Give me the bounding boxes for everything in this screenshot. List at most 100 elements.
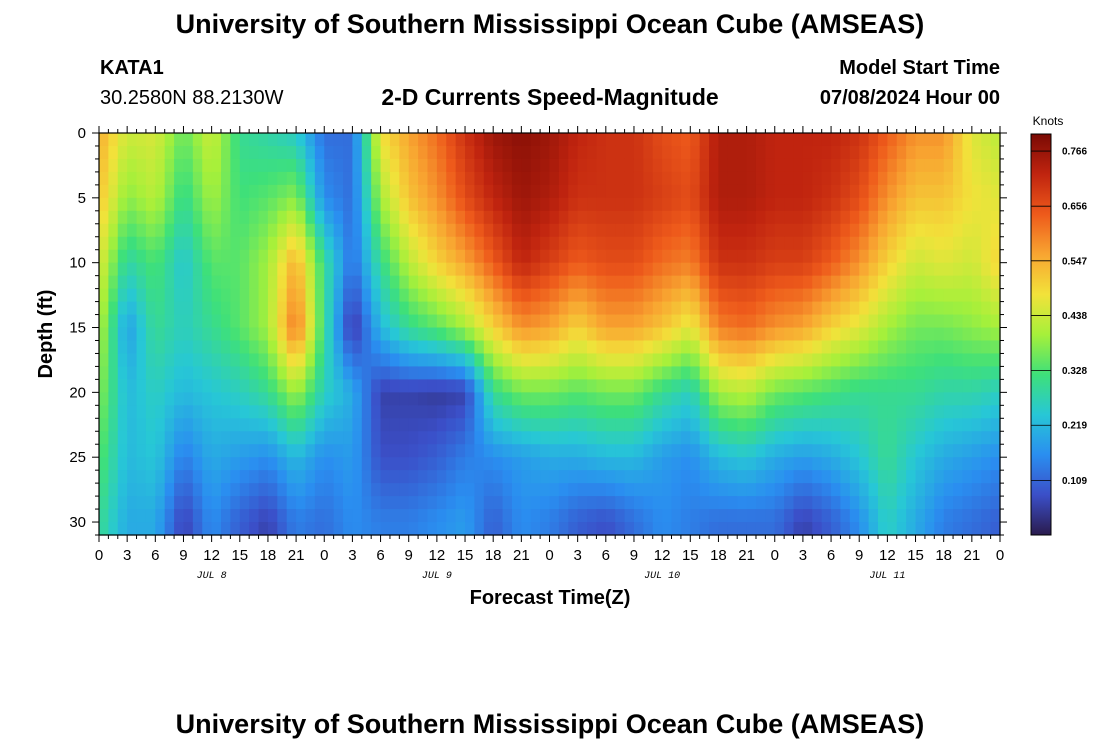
heatmap-cell xyxy=(352,184,363,199)
heatmap-cell xyxy=(868,418,879,432)
heatmap-cell xyxy=(230,483,241,497)
heatmap-cell xyxy=(277,470,288,484)
heatmap-cell xyxy=(737,171,748,186)
heatmap-cell xyxy=(155,496,166,510)
heatmap-cell xyxy=(399,431,410,445)
heatmap-cell xyxy=(145,379,156,393)
heatmap-cell xyxy=(192,353,203,368)
heatmap-cell xyxy=(868,210,879,225)
heatmap-cell xyxy=(371,145,382,160)
heatmap-cell xyxy=(793,379,804,393)
heatmap-cell xyxy=(953,145,964,160)
heatmap-cell xyxy=(587,262,598,277)
heatmap-cell xyxy=(868,262,879,277)
heatmap-cell xyxy=(981,275,992,290)
heatmap-cell xyxy=(662,327,673,342)
heatmap-cell xyxy=(136,405,147,419)
heatmap-cell xyxy=(483,158,494,173)
heatmap-cell xyxy=(896,483,907,497)
heatmap-cell xyxy=(418,379,429,393)
heatmap-cell xyxy=(831,522,842,536)
heatmap-cell xyxy=(840,457,851,471)
heatmap-cell xyxy=(399,145,410,160)
heatmap-cell xyxy=(145,444,156,458)
heatmap-cell xyxy=(258,171,269,186)
heatmap-cell xyxy=(389,223,400,238)
heatmap-cell xyxy=(624,483,635,497)
heatmap-cell xyxy=(408,340,419,355)
heatmap-cell xyxy=(202,522,213,536)
heatmap-cell xyxy=(896,133,907,147)
heatmap-cell xyxy=(887,314,898,329)
heatmap-cell xyxy=(990,509,1001,523)
heatmap-cell xyxy=(305,366,316,380)
heatmap-cell xyxy=(155,405,166,419)
heatmap-cell xyxy=(333,249,344,264)
heatmap-cell xyxy=(549,379,560,393)
heatmap-cell xyxy=(849,470,860,484)
heatmap-cell xyxy=(446,314,457,329)
heatmap-cell xyxy=(136,431,147,445)
heatmap-cell xyxy=(521,340,532,355)
heatmap-cell xyxy=(324,301,335,316)
heatmap-cell xyxy=(587,405,598,419)
heatmap-cell xyxy=(521,314,532,329)
heatmap-cell xyxy=(587,223,598,238)
heatmap-cell xyxy=(558,444,569,458)
heatmap-cell xyxy=(793,418,804,432)
heatmap-cell xyxy=(343,223,354,238)
heatmap-cell xyxy=(915,301,926,316)
heatmap-cell xyxy=(596,418,607,432)
heatmap-cell xyxy=(596,340,607,355)
heatmap-cell xyxy=(380,353,391,368)
heatmap-cell xyxy=(643,197,654,212)
heatmap-cell xyxy=(174,249,185,264)
heatmap-cell xyxy=(108,379,119,393)
heatmap-cell xyxy=(446,223,457,238)
heatmap-cell xyxy=(455,379,466,393)
heatmap-cell xyxy=(831,262,842,277)
heatmap-cell xyxy=(821,197,832,212)
heatmap-cell xyxy=(99,483,109,497)
heatmap-cell xyxy=(540,145,551,160)
heatmap-cell xyxy=(408,405,419,419)
heatmap-cell xyxy=(840,314,851,329)
heatmap-cell xyxy=(906,133,917,147)
heatmap-cell xyxy=(408,249,419,264)
heatmap-cell xyxy=(427,483,438,497)
heatmap-cell xyxy=(521,431,532,445)
heatmap-cell xyxy=(812,223,823,238)
heatmap-cell xyxy=(577,483,588,497)
heatmap-cell xyxy=(164,314,175,329)
heatmap-cell xyxy=(108,366,119,380)
heatmap-cell xyxy=(249,327,260,342)
heatmap-cell xyxy=(821,509,832,523)
heatmap-cell xyxy=(690,288,701,303)
heatmap-cell xyxy=(399,392,410,406)
heatmap-cell xyxy=(540,249,551,264)
heatmap-cell xyxy=(831,496,842,510)
heatmap-cell xyxy=(399,301,410,316)
heatmap-cell xyxy=(427,496,438,510)
heatmap-cell xyxy=(108,444,119,458)
heatmap-cell xyxy=(502,431,513,445)
heatmap-cell xyxy=(709,197,720,212)
heatmap-cell xyxy=(568,145,579,160)
heatmap-cell xyxy=(455,496,466,510)
heatmap-cell xyxy=(868,405,879,419)
heatmap-cell xyxy=(859,457,870,471)
heatmap-cell xyxy=(568,184,579,199)
x-tick-label: 18 xyxy=(260,547,277,564)
heatmap-cell xyxy=(915,392,926,406)
heatmap-cell xyxy=(343,379,354,393)
heatmap-cell xyxy=(934,379,945,393)
heatmap-cell xyxy=(859,210,870,225)
heatmap-cell xyxy=(840,392,851,406)
heatmap-cell xyxy=(296,327,307,342)
heatmap-cell xyxy=(877,470,888,484)
heatmap-cell xyxy=(314,301,325,316)
heatmap-cell xyxy=(136,249,147,264)
heatmap-cell xyxy=(924,145,935,160)
heatmap-cell xyxy=(981,184,992,199)
heatmap-cell xyxy=(568,171,579,186)
